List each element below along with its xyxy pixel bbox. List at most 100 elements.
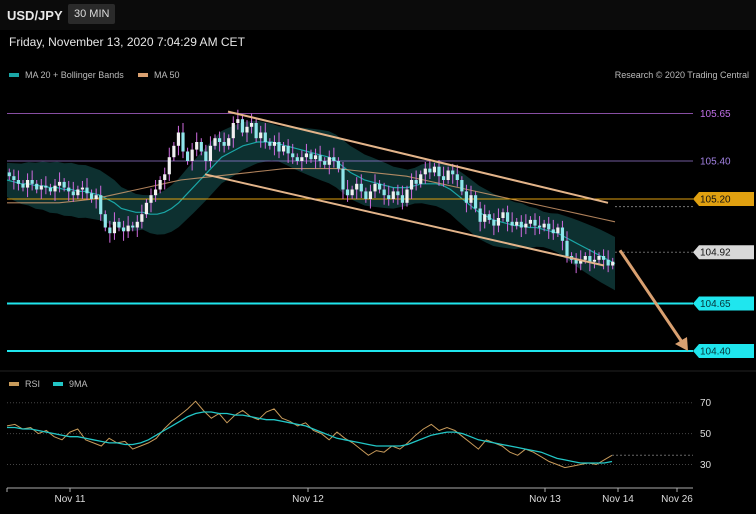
candle <box>414 170 418 191</box>
candle <box>245 120 249 142</box>
candle <box>259 125 263 148</box>
candle-body <box>387 195 391 199</box>
candle <box>99 185 103 221</box>
candle <box>291 143 295 164</box>
candle-body <box>222 142 226 146</box>
candle-body <box>405 189 409 203</box>
candle <box>341 161 345 199</box>
candle-body <box>199 142 203 152</box>
candle-body <box>291 153 295 158</box>
candle <box>387 185 391 206</box>
candle-body <box>300 157 304 161</box>
candle-body <box>364 191 368 199</box>
candle <box>524 214 528 235</box>
candle-body <box>373 183 377 192</box>
candle-body <box>249 123 254 127</box>
candle <box>487 210 491 224</box>
candle <box>48 183 53 196</box>
legend-rsi: RSI <box>25 379 40 389</box>
candle-body <box>341 168 345 190</box>
candle <box>227 134 231 150</box>
candle-body <box>414 180 418 184</box>
candle <box>190 142 194 171</box>
candle-body <box>332 157 336 161</box>
candle-body <box>469 195 473 203</box>
candle <box>89 189 94 203</box>
rsi-tick-30: 30 <box>700 460 712 471</box>
rsi-line <box>6 400 613 469</box>
candle <box>153 180 158 202</box>
candle <box>309 149 313 163</box>
candle <box>318 145 322 168</box>
candle-body <box>579 259 583 264</box>
candle-body <box>345 189 350 196</box>
candle <box>94 188 98 209</box>
candle-body <box>67 187 71 192</box>
candle <box>432 162 437 177</box>
candle-body <box>167 157 171 175</box>
candle-body <box>103 214 107 228</box>
candle <box>71 181 75 202</box>
time-axis-label: Nov 12 <box>292 494 324 505</box>
candle <box>39 179 43 199</box>
candle-body <box>583 256 587 260</box>
candle-body <box>176 132 181 146</box>
candle <box>437 160 441 186</box>
candle-body <box>455 174 459 180</box>
time-axis-label: Nov 26 <box>661 494 693 505</box>
candle <box>350 185 354 199</box>
candle-body <box>135 221 139 228</box>
candle-body <box>304 153 309 158</box>
candle-body <box>281 145 286 152</box>
rsi-pane: 70 50 30 <box>0 370 756 471</box>
channel-lower-line <box>204 173 605 267</box>
candle <box>441 166 446 187</box>
candle <box>195 132 199 157</box>
candle <box>286 139 290 163</box>
time-axis-label: Nov 14 <box>602 494 634 505</box>
candle <box>496 208 501 233</box>
candle <box>172 142 176 161</box>
candle <box>542 219 546 232</box>
candle <box>16 170 21 191</box>
candle-body <box>588 256 592 262</box>
candle-body <box>478 208 482 222</box>
candle-body <box>487 214 491 220</box>
candle-body <box>396 191 400 196</box>
candle <box>510 212 514 233</box>
time-axis: Nov 11 Nov 12 Nov 13 Nov 14 Nov 26 <box>6 487 693 505</box>
candle <box>533 213 537 236</box>
candle <box>272 135 277 156</box>
candle-body <box>350 189 354 196</box>
candle <box>373 174 377 199</box>
candle <box>592 250 597 269</box>
candle <box>428 159 432 180</box>
candle-body <box>7 172 11 177</box>
candle <box>537 216 542 235</box>
legend-ma50: MA 50 <box>154 70 180 80</box>
candle-body <box>227 138 231 146</box>
candle <box>332 147 336 168</box>
candle <box>25 173 30 198</box>
candle <box>560 220 565 251</box>
candle <box>295 153 299 165</box>
candle <box>409 173 414 199</box>
timeframe-button[interactable]: 30 MIN <box>68 4 116 24</box>
candle-body <box>263 132 267 142</box>
candle-body <box>611 261 615 266</box>
candle-body <box>400 195 405 203</box>
candle <box>217 131 222 152</box>
candle <box>400 185 405 210</box>
candle <box>405 185 409 207</box>
price-label-text: 105.65 <box>700 109 731 120</box>
candle <box>131 221 135 232</box>
candle-body <box>597 256 601 260</box>
candle-body <box>240 119 245 133</box>
price-label-text: 105.20 <box>700 195 731 206</box>
candle-body <box>515 221 519 226</box>
candle-body <box>35 183 39 190</box>
candle-body <box>126 225 130 232</box>
candle-body <box>190 149 194 161</box>
candle-body <box>428 168 432 173</box>
